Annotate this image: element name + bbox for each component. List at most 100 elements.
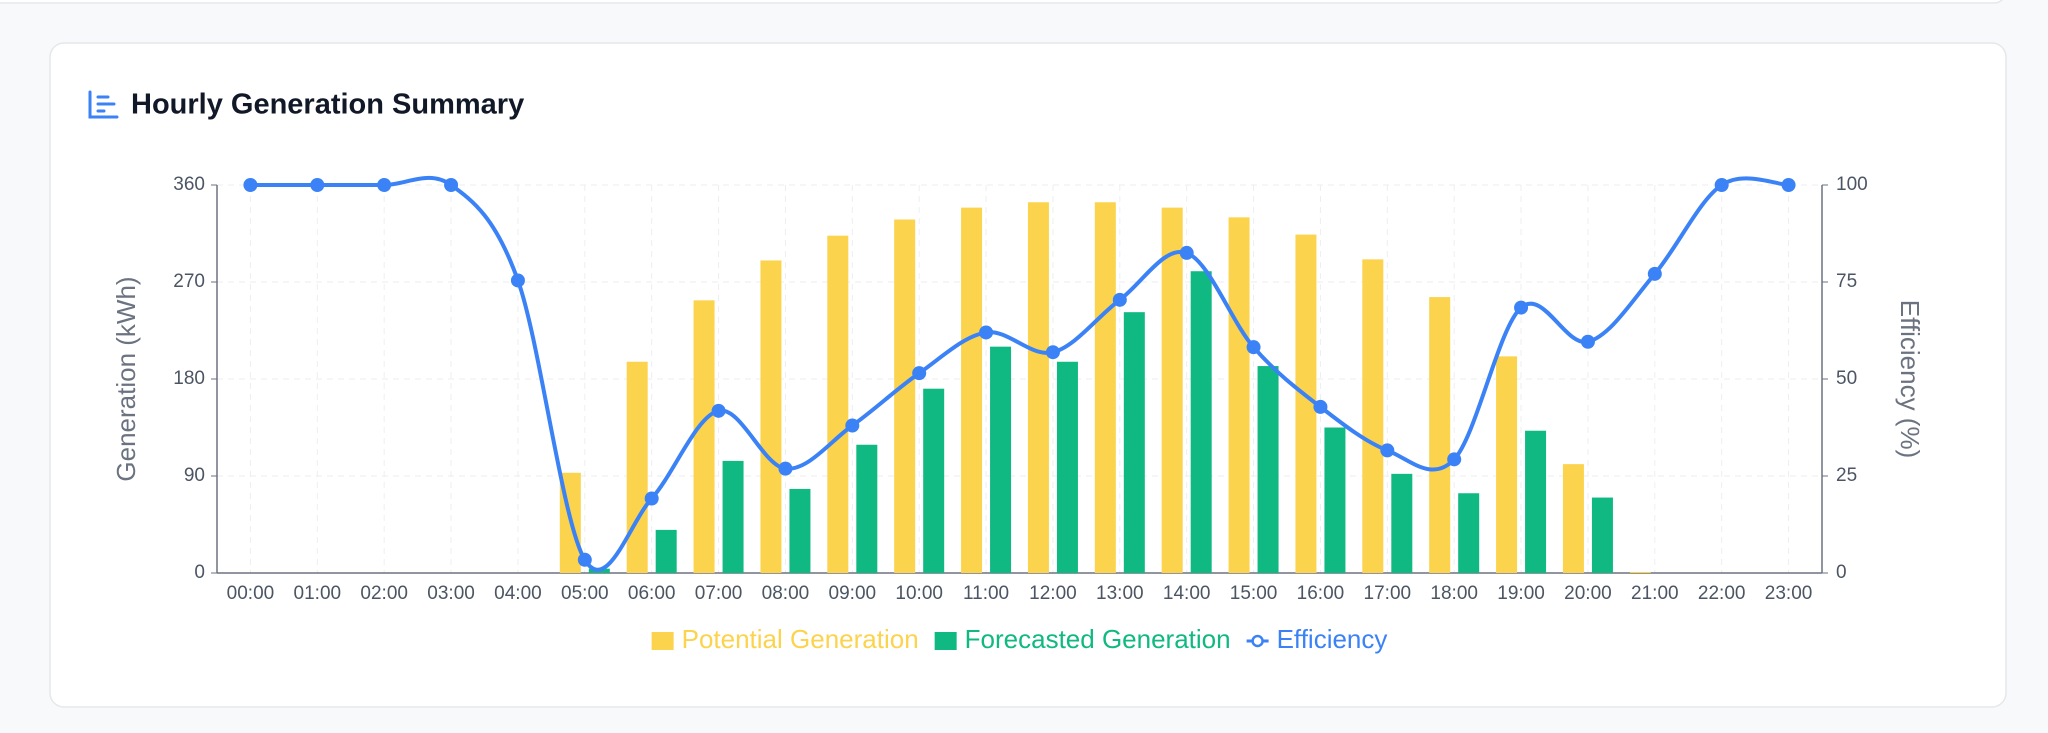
y-axis-title: Generation (kWh) <box>111 276 141 481</box>
bar <box>856 444 878 573</box>
point <box>377 178 392 192</box>
chart-title: Hourly Generation Summary <box>131 89 524 121</box>
x-tick-label: 12:00 <box>1029 583 1077 604</box>
chart-icon <box>88 90 119 119</box>
x-tick-label: 00:00 <box>227 583 275 604</box>
bar <box>760 260 782 573</box>
point <box>1246 340 1261 355</box>
previous-card <box>0 0 2004 4</box>
x-tick-label: 07:00 <box>695 583 743 604</box>
bar <box>626 361 648 573</box>
y-tick-label: 270 <box>173 271 205 292</box>
bar <box>1458 493 1480 573</box>
bar <box>655 529 677 573</box>
point <box>1514 300 1529 315</box>
point <box>1112 292 1127 307</box>
bar <box>1190 271 1212 573</box>
bar <box>1161 207 1183 573</box>
x-tick-label: 17:00 <box>1364 583 1412 604</box>
y2-axis-title: Efficiency (%) <box>1895 300 1925 458</box>
bar <box>1094 202 1116 573</box>
x-tick-label: 05:00 <box>561 583 609 604</box>
point <box>243 178 258 192</box>
x-tick-label: 03:00 <box>427 583 475 604</box>
legend-label: Forecasted Generation <box>965 624 1231 654</box>
x-tick-label: 02:00 <box>360 583 408 604</box>
bar <box>923 388 945 573</box>
point <box>644 491 659 506</box>
bar <box>1496 356 1518 573</box>
x-tick-label: 16:00 <box>1297 583 1345 604</box>
bar <box>1629 571 1651 573</box>
bar <box>1591 497 1613 573</box>
point <box>1647 266 1662 281</box>
bar <box>1228 217 1250 574</box>
bar <box>827 235 849 573</box>
bar <box>1295 234 1317 574</box>
bar <box>1429 297 1451 573</box>
x-tick-label: 19:00 <box>1497 583 1545 604</box>
point <box>778 461 793 476</box>
bar <box>693 300 715 573</box>
bar <box>1123 312 1145 573</box>
y-tick-label: 90 <box>184 465 205 486</box>
point <box>711 403 726 418</box>
y2-tick-label: 100 <box>1836 174 1868 195</box>
bar <box>1056 361 1078 573</box>
x-tick-label: 09:00 <box>829 583 877 604</box>
bar <box>1525 430 1547 573</box>
x-tick-label: 20:00 <box>1564 583 1612 604</box>
point <box>1580 334 1595 349</box>
bar <box>722 460 744 573</box>
x-tick-label: 21:00 <box>1631 583 1679 604</box>
x-tick-label: 11:00 <box>963 583 1009 604</box>
bar <box>1362 259 1384 573</box>
point <box>1714 178 1729 192</box>
bar <box>894 219 916 573</box>
y-tick-label: 180 <box>173 368 205 389</box>
y2-tick-label: 50 <box>1836 368 1857 389</box>
x-tick-label: 08:00 <box>762 583 810 604</box>
y2-tick-label: 75 <box>1836 271 1857 292</box>
y2-tick-label: 0 <box>1836 562 1847 583</box>
y-tick-label: 0 <box>194 562 205 583</box>
point <box>1781 178 1796 192</box>
point <box>979 325 994 340</box>
point <box>1380 443 1395 458</box>
bar <box>789 488 811 573</box>
x-tick-label: 22:00 <box>1698 583 1746 604</box>
x-tick-label: 13:00 <box>1096 583 1144 604</box>
y-tick-label: 360 <box>173 174 205 195</box>
point <box>1447 452 1462 467</box>
legend-swatch <box>651 632 674 650</box>
x-tick-label: 23:00 <box>1765 583 1813 604</box>
point <box>510 273 525 288</box>
x-tick-label: 15:00 <box>1230 583 1278 604</box>
point <box>1313 399 1328 414</box>
point <box>577 552 592 567</box>
legend-swatch <box>1246 634 1269 648</box>
bar <box>1257 366 1279 573</box>
legend-swatch <box>934 632 957 650</box>
point <box>444 178 459 192</box>
legend-label: Potential Generation <box>682 624 919 654</box>
bar <box>990 346 1012 573</box>
bar <box>1562 464 1584 573</box>
legend-item: Potential Generation <box>651 624 919 654</box>
bar <box>1391 473 1413 573</box>
x-tick-label: 06:00 <box>628 583 676 604</box>
point <box>912 366 927 381</box>
point <box>1045 345 1060 360</box>
bar <box>961 207 983 573</box>
legend-label: Efficiency <box>1277 624 1388 654</box>
legend-item: Efficiency <box>1246 624 1388 654</box>
bar <box>1027 202 1049 573</box>
x-tick-label: 10:00 <box>895 583 943 604</box>
point <box>310 178 325 192</box>
point <box>1179 245 1194 260</box>
x-tick-label: 01:00 <box>294 583 342 604</box>
point <box>845 418 860 433</box>
bar <box>1324 427 1346 573</box>
